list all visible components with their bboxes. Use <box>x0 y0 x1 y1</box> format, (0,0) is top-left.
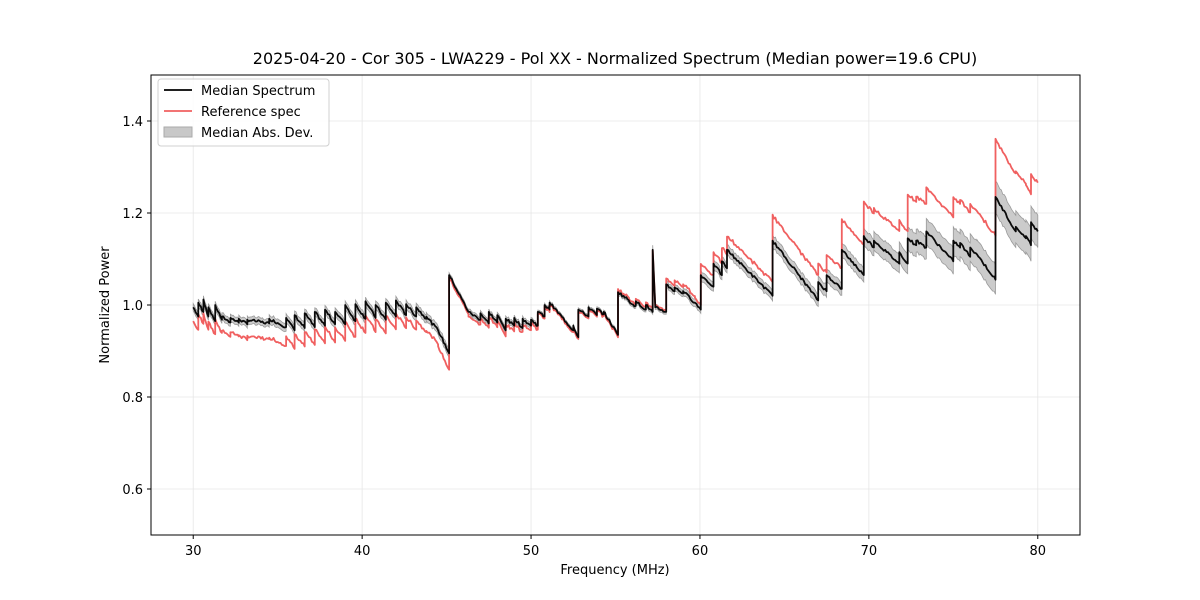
legend-label-reference: Reference spec <box>201 105 301 120</box>
y-tick-label: 0.6 <box>122 483 143 498</box>
x-tick-label: 60 <box>692 544 709 559</box>
x-tick-label: 50 <box>523 544 540 559</box>
median-spectrum-line <box>192 196 1039 355</box>
y-tick-label: 0.8 <box>122 391 143 406</box>
legend-swatch-mad <box>163 126 193 138</box>
y-axis-ticks: 0.6 0.8 1.0 1.2 1.4 <box>122 115 151 498</box>
line-layer <box>192 137 1039 371</box>
x-tick-label: 40 <box>354 544 371 559</box>
x-tick-label: 80 <box>1029 544 1046 559</box>
x-tick-label: 70 <box>861 544 878 559</box>
y-tick-label: 1.2 <box>122 207 143 222</box>
grid-lines <box>151 75 1080 535</box>
y-tick-label: 1.0 <box>122 299 143 314</box>
x-axis-label: Frequency (MHz) <box>560 563 669 578</box>
legend-label-median: Median Spectrum <box>201 84 315 99</box>
chart-title: 2025-04-20 - Cor 305 - LWA229 - Pol XX -… <box>253 49 977 68</box>
x-tick-label: 30 <box>185 544 202 559</box>
y-tick-label: 1.4 <box>122 115 143 130</box>
reference-spectrum-line <box>192 137 1039 371</box>
legend-label-mad: Median Abs. Dev. <box>201 126 313 141</box>
legend: Median Spectrum Reference spec Median Ab… <box>157 78 330 147</box>
legend-box <box>157 78 330 147</box>
y-axis-label: Normalized Power <box>98 246 113 364</box>
x-axis-ticks: 30 40 50 60 70 80 <box>185 535 1046 559</box>
